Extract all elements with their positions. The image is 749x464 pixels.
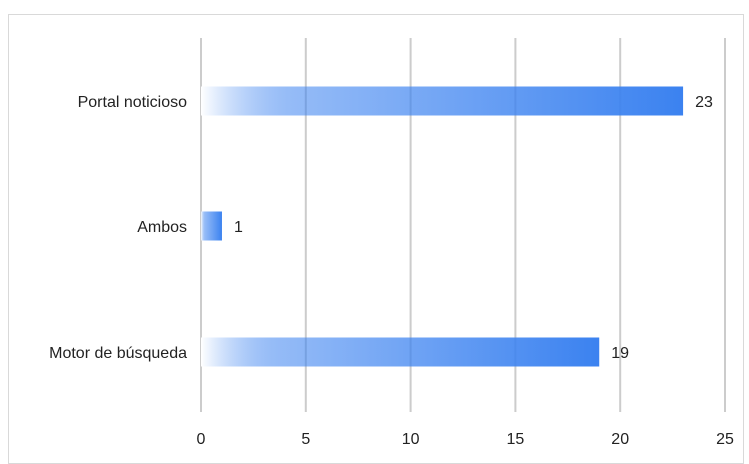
- labels: 0 5 10 15 20 25 Portal noticioso 23 Ambos 1 Motor …: [49, 94, 734, 448]
- data-label-1: 1: [234, 219, 243, 236]
- x-tick-label-2: 10: [402, 431, 420, 448]
- category-label-1: Ambos: [137, 219, 187, 236]
- x-tick-label-4: 20: [611, 431, 629, 448]
- x-tick-label-3: 15: [507, 431, 525, 448]
- bars: [201, 86, 684, 367]
- bar-chart: 0 5 10 15 20 25 Portal noticioso 23 Ambos 1 Motor …: [49, 38, 734, 448]
- data-label-2: 19: [611, 345, 629, 362]
- bar-1: [201, 211, 222, 241]
- x-tick-label-0: 0: [197, 431, 206, 448]
- bar-2: [201, 337, 600, 367]
- bar-0: [201, 86, 684, 116]
- data-label-0: 23: [695, 94, 713, 111]
- x-tick-label-1: 5: [301, 431, 310, 448]
- category-label-2: Motor de búsqueda: [49, 345, 187, 362]
- x-tick-label-5: 25: [716, 431, 734, 448]
- category-label-0: Portal noticioso: [78, 94, 187, 111]
